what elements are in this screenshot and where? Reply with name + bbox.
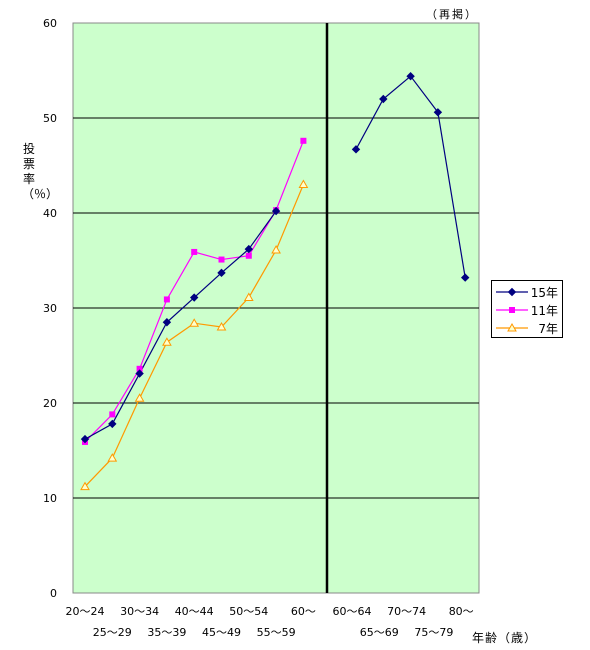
x-tick-label: 75～79 (414, 626, 453, 639)
data-point (509, 307, 515, 313)
x-tick-label: 45～49 (202, 626, 241, 639)
legend-item-7: 7年 (492, 319, 564, 337)
y-tick-label: 20 (43, 397, 57, 410)
x-tick-label: 55～59 (257, 626, 296, 639)
data-point (507, 287, 517, 297)
data-point (298, 179, 309, 188)
data-point (189, 293, 199, 302)
series-markers (80, 71, 470, 491)
data-point (189, 318, 200, 327)
data-point (379, 94, 388, 104)
x-tick-label: 70～74 (387, 605, 426, 618)
y-tick-label: 40 (43, 207, 57, 220)
data-point (244, 244, 254, 254)
y-axis-ticks: 0 10 20 30 40 50 60 (43, 17, 57, 600)
x-tick-label: 25～29 (93, 626, 132, 639)
x-tick-label: 60～ (291, 605, 316, 618)
gridlines (73, 117, 479, 499)
series-line (84, 210, 277, 440)
data-point (107, 453, 118, 462)
x-tick-label: 60～64 (333, 605, 372, 618)
data-point (109, 411, 116, 418)
y-tick-label: 30 (43, 302, 57, 315)
y-tick-label: 50 (43, 112, 57, 125)
x-tick-label: 80～ (449, 605, 474, 618)
data-point (217, 268, 226, 278)
data-point (300, 137, 307, 144)
y-tick-label: 0 (50, 587, 57, 600)
x-tick-label: 65～69 (360, 626, 399, 639)
y-axis-label: 投票率（％） (22, 142, 59, 201)
legend-label-11: 11年 (530, 304, 558, 318)
legend-swatch-11 (496, 307, 528, 313)
legend-item-11: 11年 (492, 301, 564, 319)
x-axis-label: 年齢（歳） (472, 631, 538, 645)
x-axis-ticks: 20～24 25～29 30～34 35～39 40～44 45～49 50～54 55～59… (66, 605, 474, 639)
x-tick-label: 30～34 (120, 605, 159, 618)
data-point (135, 369, 144, 378)
data-point (271, 206, 281, 216)
legend-item-15: 15年 (492, 283, 564, 301)
x-tick-label: 20～24 (66, 605, 105, 618)
data-point (433, 108, 443, 117)
legend-swatch-7 (496, 322, 528, 332)
data-point (136, 365, 143, 372)
data-point (271, 245, 281, 254)
legend-swatch-15 (496, 287, 528, 297)
data-point (460, 273, 470, 282)
y-tick-label: 10 (43, 492, 57, 505)
data-point (245, 252, 252, 259)
data-point (80, 481, 90, 491)
legend-label-7: 7年 (538, 322, 558, 336)
data-point (108, 419, 117, 429)
data-point (163, 296, 170, 303)
y-tick-label: 60 (43, 17, 57, 30)
data-point (191, 248, 198, 255)
legend-label-15: 15年 (530, 286, 558, 300)
data-point (162, 337, 172, 346)
data-point (80, 434, 90, 444)
data-point (216, 321, 227, 331)
reprint-note: （再掲） (426, 8, 478, 21)
x-tick-label: 35～39 (147, 626, 186, 639)
data-point (507, 322, 517, 332)
x-tick-label: 40～44 (175, 605, 214, 618)
data-point (351, 145, 361, 154)
data-point (406, 71, 415, 81)
data-point (162, 318, 172, 327)
legend: 15年 11年 7年 (491, 280, 563, 338)
x-tick-label: 50～54 (229, 605, 268, 618)
data-point (243, 292, 254, 302)
data-point (134, 393, 145, 402)
data-point (218, 256, 225, 263)
